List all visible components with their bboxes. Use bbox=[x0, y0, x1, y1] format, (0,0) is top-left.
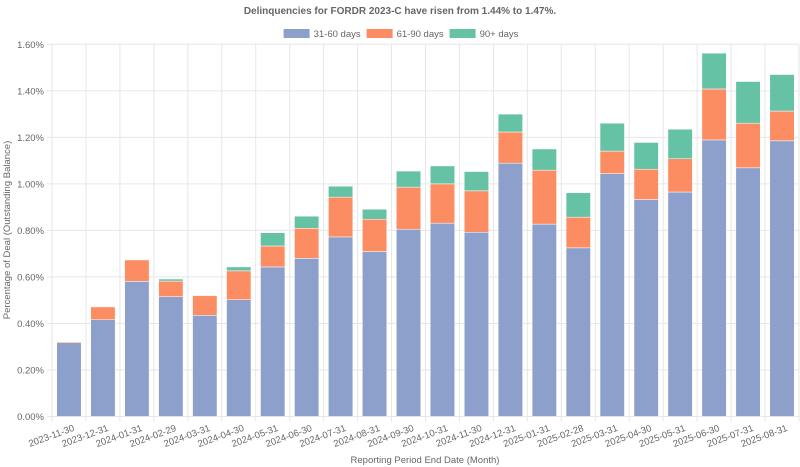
y-tick-label: 1.20% bbox=[17, 133, 44, 144]
bar-segment-90-days bbox=[667, 128, 693, 160]
bar-segment-31-60-days bbox=[735, 167, 761, 417]
legend-label: 90+ days bbox=[480, 29, 519, 40]
bar-segment-61-90-days bbox=[362, 218, 388, 252]
bar-segment-90-days bbox=[633, 142, 659, 170]
bar-segment-61-90-days bbox=[769, 110, 795, 142]
bar-segment-90-days bbox=[463, 171, 489, 192]
y-tick-label: 0.80% bbox=[17, 226, 44, 237]
y-tick-label: 0.00% bbox=[17, 412, 44, 423]
bar-segment-90-days bbox=[735, 81, 761, 124]
bar-segment-31-60-days bbox=[769, 140, 795, 417]
bar-segment-61-90-days bbox=[701, 88, 727, 141]
y-tick-label: 1.60% bbox=[17, 40, 44, 51]
bar-segment-61-90-days bbox=[260, 245, 286, 268]
bar-segment-90-days bbox=[430, 165, 455, 185]
bar-segment-61-90-days bbox=[90, 306, 116, 320]
bar-segment-90-days bbox=[294, 215, 320, 229]
bar-segment-90-days bbox=[599, 122, 625, 152]
bar-segment-31-60-days bbox=[396, 228, 421, 417]
legend-label: 61-90 days bbox=[397, 29, 444, 40]
bar-segment-31-60-days bbox=[633, 199, 659, 417]
bar-segment-61-90-days bbox=[497, 131, 523, 164]
bar-segment-61-90-days bbox=[396, 186, 421, 230]
bar-segment-90-days bbox=[362, 208, 388, 220]
bar-segment-90-days bbox=[769, 74, 795, 112]
y-tick-label: 1.40% bbox=[17, 86, 44, 97]
x-axis-title: Reporting Period End Date (Month) bbox=[351, 455, 500, 466]
bar-segment-90-days bbox=[260, 232, 286, 247]
bar-segment-90-days bbox=[531, 148, 557, 171]
bar-segment-31-60-days bbox=[158, 296, 184, 417]
bar-segment-61-90-days bbox=[226, 270, 252, 300]
bar-segment-31-60-days bbox=[226, 299, 252, 417]
y-tick-label: 1.00% bbox=[17, 179, 44, 190]
bar-segment-31-60-days bbox=[328, 236, 354, 417]
bar-segment-61-90-days bbox=[294, 228, 320, 259]
gridlines bbox=[47, 43, 800, 422]
bar-segment-61-90-days bbox=[192, 295, 218, 316]
bar-segment-61-90-days bbox=[667, 158, 693, 193]
bar-segment-31-60-days bbox=[599, 173, 625, 417]
bar-segment-90-days bbox=[565, 192, 591, 218]
bar-segment-61-90-days bbox=[463, 190, 489, 233]
bar-segment-31-60-days bbox=[260, 266, 286, 417]
bar-segment-90-days bbox=[192, 294, 218, 297]
bars bbox=[56, 52, 795, 417]
bar-segment-90-days bbox=[396, 170, 421, 188]
bar-segment-31-60-days bbox=[90, 319, 116, 417]
bar-segment-90-days bbox=[158, 278, 184, 282]
legend-swatch bbox=[449, 29, 476, 38]
bar-segment-90-days bbox=[226, 266, 252, 272]
bar-segment-31-60-days bbox=[565, 247, 591, 417]
bar-segment-61-90-days bbox=[158, 280, 184, 297]
bar-segment-61-90-days bbox=[328, 196, 354, 238]
bar-segment-31-60-days bbox=[667, 191, 693, 417]
bar-segment-61-90-days bbox=[56, 341, 82, 344]
bar-segment-31-60-days bbox=[531, 223, 557, 417]
y-tick-label: 0.60% bbox=[17, 272, 44, 283]
legend: 31-60 days 61-90 days 90+ days bbox=[283, 29, 519, 40]
bar-segment-90-days bbox=[497, 113, 523, 133]
bar-segment-31-60-days bbox=[192, 315, 218, 417]
bar-segment-61-90-days bbox=[565, 216, 591, 249]
bar-segment-61-90-days bbox=[633, 168, 659, 200]
bar-segment-61-90-days bbox=[531, 169, 557, 225]
bar-segment-31-60-days bbox=[294, 258, 320, 417]
bar-segment-61-90-days bbox=[430, 183, 455, 224]
bar-segment-61-90-days bbox=[599, 150, 625, 174]
bar-segment-31-60-days bbox=[56, 342, 82, 417]
y-axis-ticks: 0.00% 0.20% 0.40% 0.60% 0.80% 1.00% 1.20% 1.40%… bbox=[17, 40, 44, 423]
bar-segment-31-60-days bbox=[701, 139, 727, 417]
legend-swatch bbox=[283, 29, 310, 38]
y-axis-title: Percentage of Deal (Outstanding Balance) bbox=[2, 141, 13, 320]
bar-segment-31-60-days bbox=[463, 232, 489, 417]
y-tick-label: 0.20% bbox=[17, 365, 44, 376]
bar-segment-61-90-days bbox=[735, 122, 761, 169]
bar-segment-61-90-days bbox=[124, 259, 150, 282]
y-tick-label: 0.40% bbox=[17, 319, 44, 330]
x-axis-ticks: 2023-11-302023-12-312024-01-312024-02-29… bbox=[27, 423, 789, 450]
legend-label: 31-60 days bbox=[314, 29, 361, 40]
bar-segment-90-days bbox=[328, 185, 354, 198]
bar-segment-31-60-days bbox=[124, 281, 150, 417]
bar-segment-90-days bbox=[701, 52, 727, 90]
chart-title: Delinquencies for FORDR 2023-C have rise… bbox=[244, 6, 557, 17]
legend-swatch bbox=[366, 29, 393, 38]
bar-segment-31-60-days bbox=[362, 251, 388, 417]
bar-segment-31-60-days bbox=[497, 162, 523, 417]
bar-segment-31-60-days bbox=[430, 222, 455, 417]
